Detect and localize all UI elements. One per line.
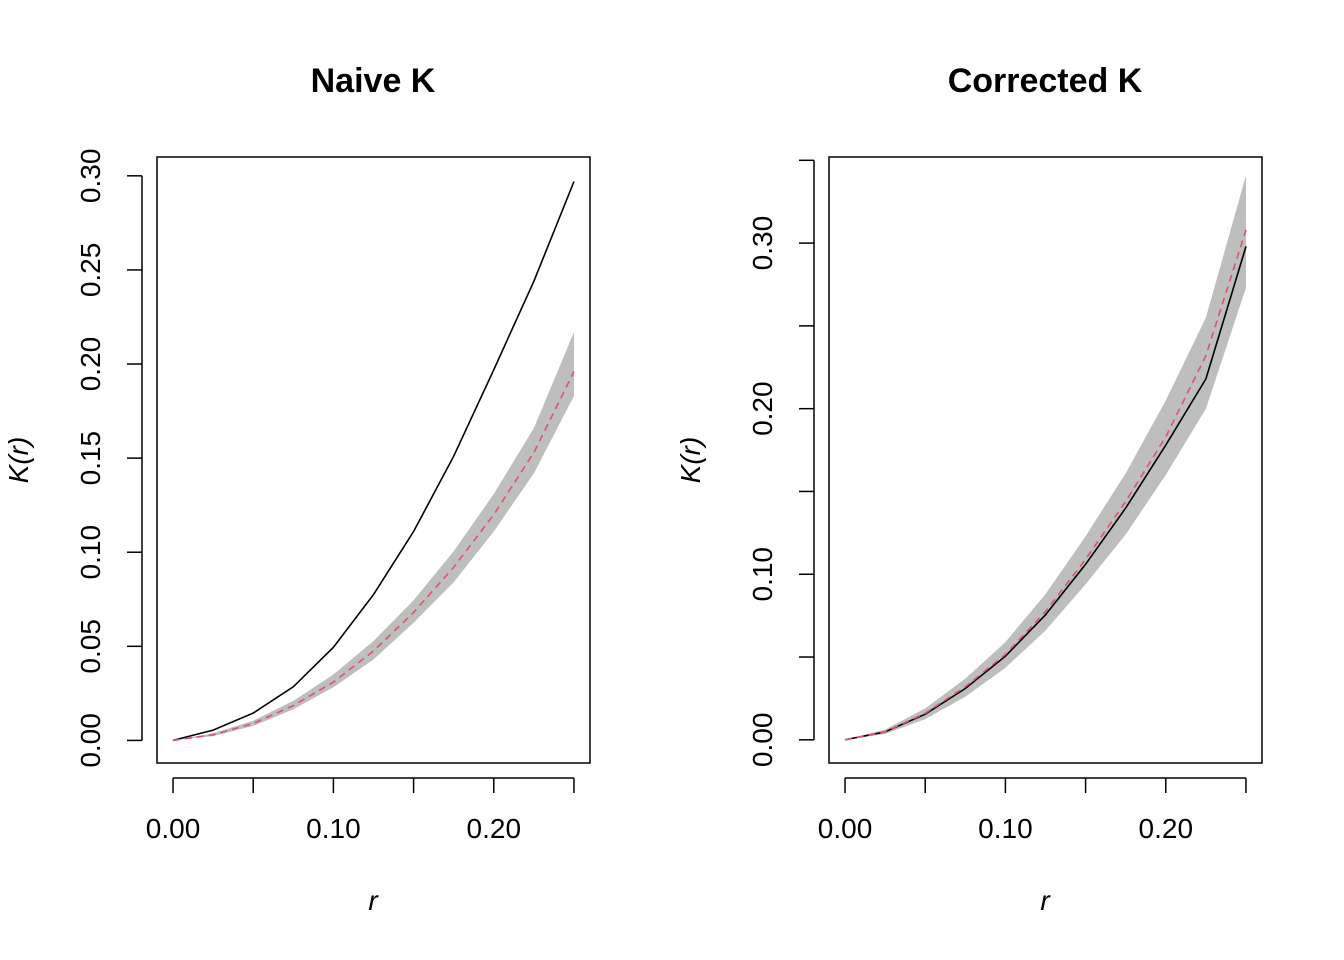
chart-panel-2: 0.00 0.10 0.20 0.00 0.10 0.20 0.30 Corrected K r… <box>675 62 1263 916</box>
plot-frame <box>828 156 1263 764</box>
theoretical-k-line <box>844 229 1247 741</box>
envelope-band <box>845 175 1246 740</box>
chart-title: Corrected K <box>948 62 1143 100</box>
y-tick-label: 0.15 <box>75 431 106 486</box>
observed-k-line <box>172 181 575 742</box>
x-tick-label: 0.20 <box>467 813 522 844</box>
plot-frame <box>156 156 591 764</box>
y-tick-label: 0.10 <box>747 547 778 602</box>
theoretical-k-line <box>172 371 575 742</box>
x-tick-label: 0.00 <box>146 813 201 844</box>
envelope-band <box>173 332 574 741</box>
y-axis-label: K(r) <box>675 437 706 484</box>
y-tick-label: 0.10 <box>75 525 106 580</box>
observed-k-line <box>844 246 1247 741</box>
y-tick-label: 0.05 <box>75 619 106 674</box>
y-tick-label: 0.20 <box>747 381 778 436</box>
y-tick-label: 0.00 <box>75 713 106 768</box>
y-tick-label: 0.25 <box>75 243 106 298</box>
chart-panel-1: 0.00 0.10 0.20 0.00 0.05 0.10 0.15 0.20 0.25 0.30… <box>3 62 591 916</box>
y-tick-label: 0.00 <box>747 713 778 768</box>
y-tick-label: 0.30 <box>75 149 106 204</box>
x-tick-label: 0.10 <box>306 813 361 844</box>
chart-title: Naive K <box>311 62 436 100</box>
y-tick-label: 0.30 <box>747 216 778 271</box>
y-tick-label: 0.20 <box>75 337 106 392</box>
y-axis-label: K(r) <box>3 437 34 484</box>
x-axis-label: r <box>368 885 379 916</box>
x-tick-label: 0.10 <box>978 813 1033 844</box>
x-tick-label: 0.20 <box>1139 813 1194 844</box>
x-tick-label: 0.00 <box>818 813 873 844</box>
x-axis-label: r <box>1040 885 1051 916</box>
